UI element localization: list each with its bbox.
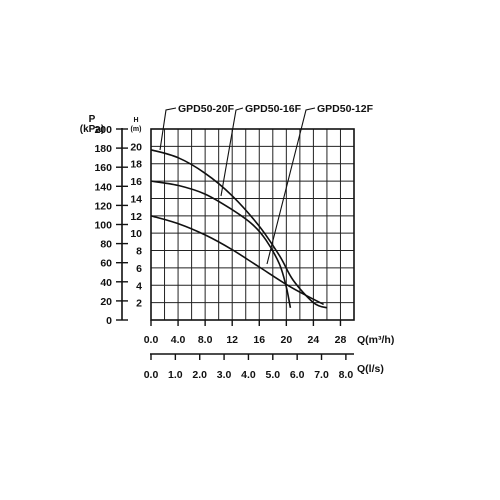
series-label-gpd50-16f: GPD50-16F: [245, 103, 302, 115]
flow-m3h-axis-label: Q(m³/h): [357, 334, 394, 346]
pressure-tick-label: 180: [94, 143, 112, 155]
leader-gpd50-20f: [159, 107, 177, 151]
curve-gpd50-12f: [150, 215, 324, 306]
curve-gpd50-16f: [150, 180, 292, 308]
pressure-axis: P (kPa) 0 20 40 60 80 100 120 140 160 180 200: [80, 114, 128, 327]
flow-m3h-tick-label: 0.0: [144, 334, 159, 346]
pressure-tick-label: 120: [94, 200, 112, 212]
flow-m3h-tick-label: 8.0: [198, 334, 213, 346]
head-tick-label: 12: [130, 211, 142, 223]
flow-ls-axis-label: Q(l/s): [357, 363, 384, 375]
pressure-tick-label: 140: [94, 181, 112, 193]
head-tick-label: 10: [130, 228, 142, 240]
pressure-tick-label: 160: [94, 162, 112, 174]
flow-m3h-tick-label: 28: [335, 334, 347, 346]
series-labels: GPD50-20F GPD50-16F GPD50-12F: [178, 103, 374, 115]
flow-m3h-tick-label: 12: [226, 334, 238, 346]
flow-m3h-tick-label: 20: [280, 334, 292, 346]
head-axis-unit: (m): [131, 126, 142, 133]
leader-gpd50-16f: [220, 107, 244, 197]
performance-curves: [150, 149, 328, 309]
head-tick-label: 6: [136, 263, 142, 275]
series-label-gpd50-20f: GPD50-20F: [178, 103, 235, 115]
leader-gpd50-12f: [266, 107, 316, 265]
head-axis-label: H: [133, 117, 138, 124]
head-tick-label: 18: [130, 159, 142, 171]
pressure-tick-label: 100: [94, 220, 112, 232]
head-tick-label: 4: [136, 280, 142, 292]
pressure-tick-label: 0: [106, 315, 112, 327]
flow-ls-tick-label: 1.0: [168, 369, 183, 381]
flow-ls-tick-label: 3.0: [217, 369, 232, 381]
head-tick-label: 2: [136, 298, 142, 310]
flow-ls-tick-label: 6.0: [290, 369, 305, 381]
flow-ls-tick-label: 2.0: [192, 369, 207, 381]
head-axis: H (m) 2 4 6 8 10 12 14 16 18 20: [130, 117, 142, 310]
pressure-tick-label: 200: [94, 124, 112, 136]
chart-grid: [151, 129, 354, 320]
plot-frame: [150, 128, 355, 321]
flow-m3h-axis: 0.0 4.0 8.0 12 16 20 24 28 Q(m³/h): [144, 320, 394, 346]
head-tick-label: 16: [130, 176, 142, 188]
flow-ls-tick-label: 5.0: [265, 369, 280, 381]
flow-ls-tick-label: 7.0: [314, 369, 329, 381]
flow-m3h-tick-label: 4.0: [171, 334, 186, 346]
series-label-gpd50-12f: GPD50-12F: [317, 103, 374, 115]
pressure-tick-label: 60: [100, 258, 112, 270]
head-tick-label: 14: [130, 193, 142, 205]
pressure-tick-label: 20: [100, 296, 112, 308]
flow-m3h-tick-label: 24: [308, 334, 320, 346]
pressure-axis-unit: (kPa): [80, 124, 104, 135]
curve-leader-lines: [159, 107, 316, 265]
flow-ls-axis: 0.0 1.0 2.0 3.0 4.0 5.0 6.0 7.0 8.0 Q(l/s): [144, 353, 384, 381]
flow-m3h-tick-label: 16: [253, 334, 265, 346]
head-tick-label: 20: [130, 141, 142, 153]
flow-ls-tick-label: 4.0: [241, 369, 256, 381]
pressure-axis-label: P: [89, 114, 96, 125]
flow-ls-tick-label: 8.0: [339, 369, 354, 381]
pressure-tick-label: 40: [100, 277, 112, 289]
pressure-tick-label: 80: [100, 239, 112, 251]
flow-ls-tick-label: 0.0: [144, 369, 159, 381]
head-tick-label: 8: [136, 246, 142, 258]
curve-gpd50-20f: [150, 149, 328, 309]
